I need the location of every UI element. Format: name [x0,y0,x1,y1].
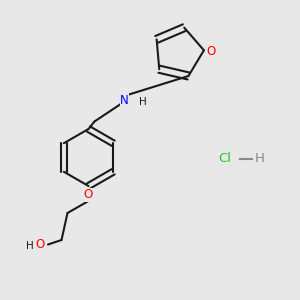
Text: Cl: Cl [218,152,232,166]
Text: H: H [139,97,146,107]
Text: O: O [84,188,93,202]
Text: H: H [255,152,264,166]
Text: H: H [26,241,34,251]
Text: O: O [36,238,45,251]
Text: N: N [120,94,129,107]
Text: O: O [207,45,216,58]
